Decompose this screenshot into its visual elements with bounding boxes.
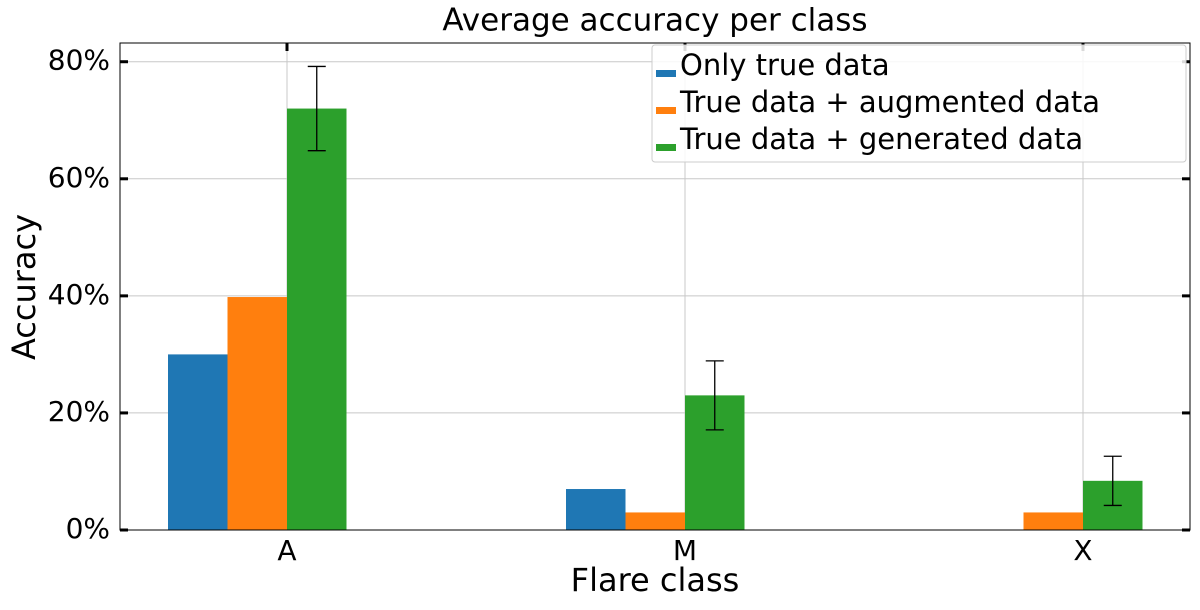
bar [227, 297, 287, 530]
legend-label: Only true data [680, 48, 890, 82]
x-tick-label: X [1073, 534, 1092, 567]
plot-frame [119, 42, 1191, 531]
legend-box [651, 44, 1187, 163]
y-axis-label: Accuracy [5, 214, 43, 360]
x-tick-label: M [673, 534, 697, 567]
error-bar [705, 360, 724, 431]
error-bar [1103, 455, 1122, 507]
y-tick-label: 0% [66, 512, 110, 545]
bar [168, 354, 228, 530]
bar [1023, 512, 1083, 530]
legend-label: True data + generated data [679, 122, 1083, 156]
y-tick-label: 60% [48, 161, 110, 194]
bar [287, 108, 347, 531]
chart-title: Average accuracy per class [442, 3, 867, 39]
bar [566, 489, 626, 530]
error-bar [307, 65, 326, 152]
legend-swatch [656, 144, 676, 151]
bar [625, 512, 685, 530]
x-axis-label: Flare class [571, 561, 740, 599]
legend-label: True data + augmented data [679, 85, 1100, 119]
x-tick-label: A [277, 534, 296, 567]
y-tick-label: 40% [48, 278, 110, 311]
legend-swatch [656, 70, 676, 77]
y-tick-label: 20% [48, 395, 110, 428]
y-tick-label: 80% [48, 44, 110, 77]
legend-swatch [656, 107, 676, 114]
